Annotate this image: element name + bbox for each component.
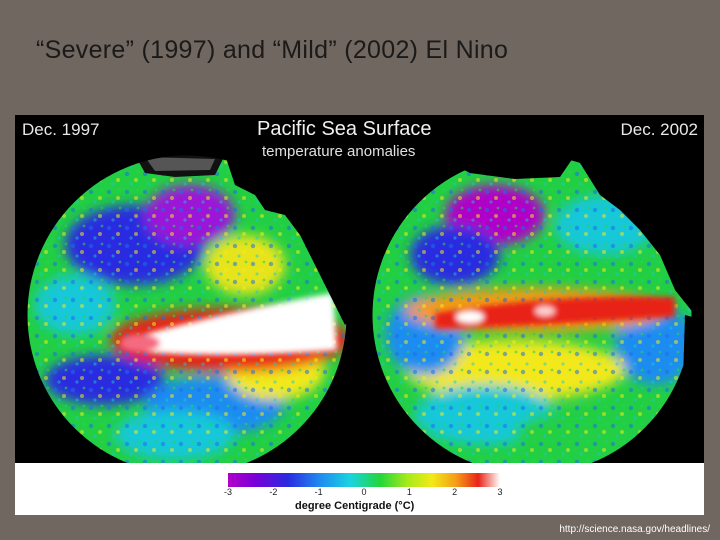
source-url[interactable]: http://science.nasa.gov/headlines/	[559, 524, 710, 535]
colorbar-tick: 2	[452, 487, 458, 497]
figure-subtitle: temperature anomalies	[262, 143, 416, 160]
colorbar-tick: 3	[497, 487, 503, 497]
colorbar-tick: 1	[406, 487, 412, 497]
globe-2002	[372, 155, 692, 463]
year-label-right: Dec. 2002	[620, 120, 699, 139]
globes-graphic	[26, 154, 693, 463]
colorbar	[228, 473, 500, 487]
colorbar-legend: -3 -2 -1 0 1 2 3 degree Centigrade (°C)	[15, 463, 704, 515]
slide-title: “Severe” (1997) and “Mild” (2002) El Nin…	[36, 36, 509, 64]
colorbar-tick: -2	[269, 487, 278, 497]
sea-surface-figure: Dec. 1997 Dec. 2002 Pacific Sea Surface …	[15, 115, 704, 515]
colorbar-caption: degree Centigrade (°C)	[295, 500, 415, 512]
colorbar-tick: -1	[314, 487, 323, 497]
globe-1997	[27, 155, 347, 463]
year-label-left: Dec. 1997	[22, 120, 100, 139]
colorbar-tick: -3	[223, 487, 233, 497]
colorbar-tick: 0	[361, 487, 367, 497]
figure-title: Pacific Sea Surface	[257, 118, 432, 140]
colorbar-ticks: -3 -2 -1 0 1 2 3	[224, 487, 503, 499]
